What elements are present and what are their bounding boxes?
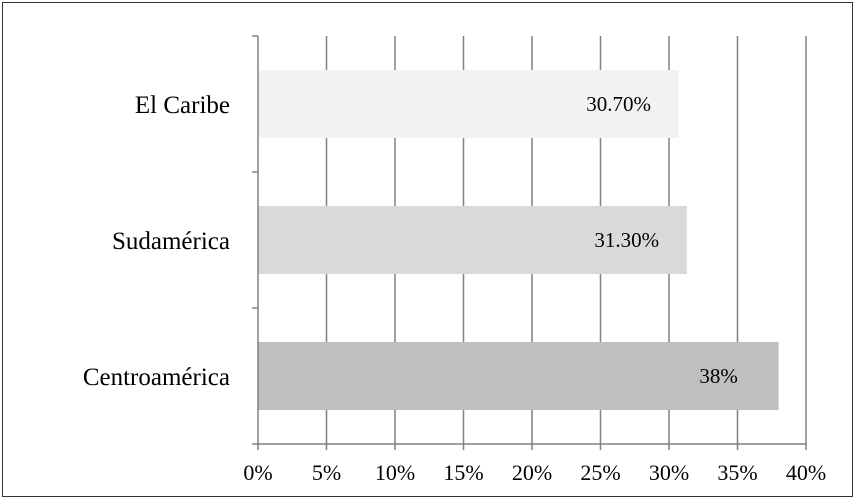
x-tick-label: 40% xyxy=(786,460,826,485)
x-tick-label: 20% xyxy=(512,460,552,485)
x-tick-labels: 0% 5% 10% 15% 20% 25% 30% 35% 40% xyxy=(243,460,826,485)
x-tick-label: 15% xyxy=(443,460,483,485)
x-tick-label: 5% xyxy=(312,460,341,485)
data-label: 38% xyxy=(699,364,738,388)
category-labels: El Caribe Sudamérica Centroamérica xyxy=(83,92,230,391)
bar xyxy=(258,342,779,410)
y-axis xyxy=(252,35,807,450)
data-labels: 30.70% 31.30% 38% xyxy=(586,92,738,388)
x-tick-label: 35% xyxy=(717,460,757,485)
bar xyxy=(258,70,679,138)
data-label: 31.30% xyxy=(594,228,659,252)
bars xyxy=(258,70,779,410)
category-label: Centroamérica xyxy=(83,364,230,391)
x-tick-label: 30% xyxy=(649,460,689,485)
x-tick-label: 10% xyxy=(375,460,415,485)
x-tick-label: 0% xyxy=(243,460,272,485)
data-label: 30.70% xyxy=(586,92,651,116)
category-label: Sudamérica xyxy=(112,228,230,255)
bar xyxy=(258,206,687,274)
category-label: El Caribe xyxy=(135,92,230,119)
x-tick-label: 25% xyxy=(580,460,620,485)
